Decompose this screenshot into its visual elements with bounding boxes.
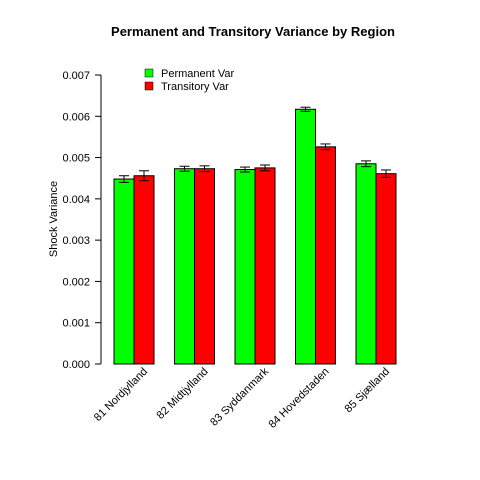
x-tick-label: 81 Nordjylland [92,366,150,424]
bar [194,168,215,365]
y-tick-label: 0.002 [62,276,90,288]
x-tick-label: 83 Syddanmark [208,365,271,428]
bar [355,163,377,365]
y-tick-label: 0.004 [62,194,90,206]
legend-label: Transitory Var [161,81,229,93]
y-axis-label: Shock Variance [48,181,60,257]
y-tick-label: 0.005 [62,153,90,165]
y-tick-label: 0.003 [62,235,90,247]
bar [315,146,336,365]
bar [174,168,195,365]
y-tick-label: 0.007 [62,70,90,82]
y-axis: 0.000 0.001 0.002 0.003 0.004 0.005 0.006 0.007 [62,70,102,371]
bar [254,167,276,365]
y-tick-label: 0.000 [62,359,90,371]
x-tick-label: 84 Hovedstaden [266,366,331,431]
bar [234,169,256,365]
bar [295,108,316,365]
x-tick-label: 82 Midtjylland [155,366,211,422]
x-tick-label: 85 Sjælland [343,366,393,416]
plot-area [113,106,397,365]
legend-swatch [144,68,154,78]
chart-title: Permanent and Transitory Variance by Reg… [111,24,395,39]
legend-label: Permanent Var [161,68,235,80]
bar [113,178,135,365]
bar [375,173,397,365]
y-tick-label: 0.006 [62,111,90,123]
legend-swatch [144,81,154,91]
bar [133,175,155,365]
y-tick-label: 0.001 [62,318,90,330]
